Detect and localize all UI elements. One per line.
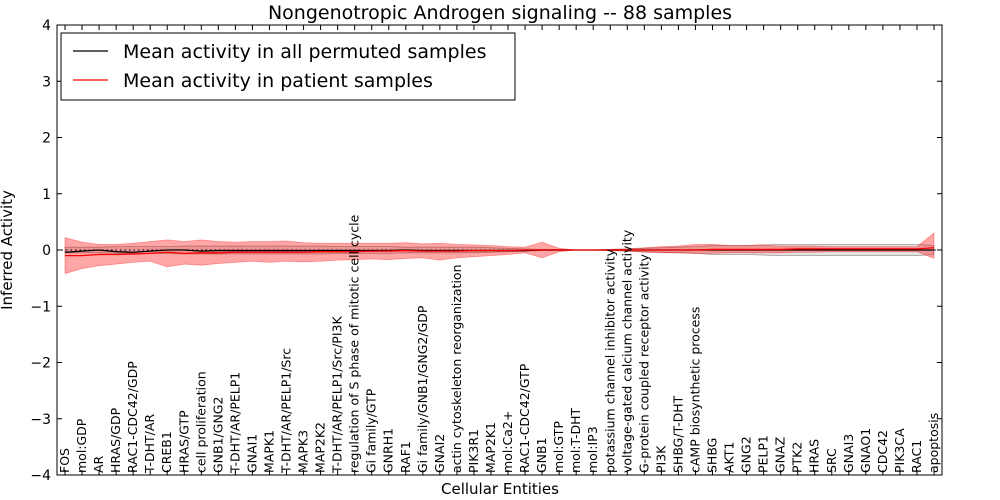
x-tick-label: T-DHT/AR bbox=[142, 414, 157, 474]
x-tick-label: actin cytoskeleton reorganization bbox=[449, 264, 464, 473]
x-tick-label: GNAO1 bbox=[858, 428, 873, 473]
x-tick-label: GNAI1 bbox=[244, 434, 259, 473]
y-tick-label: −4 bbox=[30, 468, 51, 484]
y-tick-label: −1 bbox=[30, 299, 51, 315]
x-tick-label: HRAS/GTP bbox=[176, 410, 191, 473]
y-tick-label: −2 bbox=[30, 356, 51, 372]
x-axis: FOS mol:GDP AR HRAS/GDP RAC1-CDC42/GDP T-DHT/… bbox=[57, 25, 941, 475]
x-tick-label: mol:Ca2+ bbox=[500, 411, 515, 473]
x-tick-label: RAC1 bbox=[909, 440, 924, 473]
x-tick-label: CREB1 bbox=[159, 431, 174, 473]
x-tick-label: MAPK3 bbox=[296, 430, 311, 473]
x-tick-label: apoptosis bbox=[926, 413, 941, 473]
x-tick-label: GNAI3 bbox=[841, 434, 856, 473]
x-tick-label: PELP1 bbox=[756, 435, 771, 473]
legend-box bbox=[60, 32, 516, 101]
y-tick-label: 2 bbox=[42, 131, 51, 147]
x-tick-label: GNAI2 bbox=[432, 434, 447, 473]
x-tick-label: SHBG/T-DHT bbox=[670, 395, 685, 473]
x-tick-label: voltage-gated calcium channel activity bbox=[619, 229, 634, 473]
x-tick-label: GNAZ bbox=[773, 437, 788, 473]
y-tick-label: 3 bbox=[42, 74, 51, 90]
x-axis-label: Cellular Entities bbox=[441, 480, 559, 498]
y-axis: −4 −3 −2 −1 0 1 2 3 4 bbox=[30, 18, 942, 484]
x-tick-label: T-DHT/AR/PELP1 bbox=[227, 372, 242, 474]
x-tick-label: AR bbox=[91, 455, 106, 473]
x-tick-label: SRC bbox=[824, 448, 839, 473]
y-tick-label: 0 bbox=[42, 243, 51, 259]
x-tick-label: AKT1 bbox=[722, 442, 737, 473]
series-line-1 bbox=[65, 247, 935, 257]
y-tick-label: −3 bbox=[30, 412, 51, 428]
y-tick-label: 4 bbox=[42, 18, 51, 34]
legend-label-patient: Mean activity in patient samples bbox=[123, 70, 433, 92]
x-tick-label: PI3K bbox=[653, 445, 668, 473]
x-tick-label: RAC1-CDC42/GDP bbox=[125, 361, 140, 473]
x-tick-label: MAPK1 bbox=[261, 430, 276, 473]
x-tick-label: MAP2K1 bbox=[483, 422, 498, 473]
x-tick-label: HRAS/GDP bbox=[108, 407, 123, 473]
series-lines bbox=[57, 247, 942, 257]
x-tick-label: mol:IP3 bbox=[585, 426, 600, 473]
y-axis-label: Inferred Activity bbox=[0, 190, 16, 310]
x-tick-label: PIK3R1 bbox=[466, 429, 481, 473]
x-tick-label: CDC42 bbox=[875, 430, 890, 473]
x-tick-label: Gi family/GNB1/GNG2/GDP bbox=[415, 305, 430, 473]
x-tick-label: PIK3CA bbox=[892, 428, 907, 473]
chart-title: Nongenotropic Androgen signaling -- 88 s… bbox=[268, 2, 732, 24]
x-tick-label: MAP2K2 bbox=[313, 422, 328, 473]
x-tick-label: cell proliferation bbox=[193, 371, 208, 473]
x-tick-label: regulation of S phase of mitotic cell cy… bbox=[347, 214, 362, 473]
y-tick-label: 1 bbox=[42, 187, 51, 203]
legend: Mean activity in all permuted samples Me… bbox=[60, 32, 516, 101]
x-tick-label: cAMP biosynthetic process bbox=[687, 307, 702, 473]
x-tick-label: PTK2 bbox=[790, 442, 805, 473]
x-tick-label: GNG2 bbox=[739, 436, 754, 473]
x-tick-label: HRAS bbox=[807, 439, 822, 473]
x-tick-label: mol:GTP bbox=[551, 421, 566, 473]
x-tick-label: SHBG bbox=[704, 438, 719, 473]
x-tick-label: potassium channel inhibitor activity bbox=[602, 248, 617, 473]
x-tick-label: GNB1/GNG2 bbox=[210, 397, 225, 473]
x-tick-label: Gi family/GTP bbox=[364, 388, 379, 473]
band-1 bbox=[64, 232, 935, 275]
x-tick-label: GNB1 bbox=[534, 437, 549, 473]
x-tick-label: mol:GDP bbox=[74, 418, 89, 473]
legend-label-permuted: Mean activity in all permuted samples bbox=[123, 41, 486, 63]
x-tick-label: FOS bbox=[57, 448, 72, 473]
x-tick-label: GNRH1 bbox=[381, 428, 396, 473]
x-tick-label: mol:T-DHT bbox=[568, 407, 583, 473]
x-tick-label: RAF1 bbox=[398, 441, 413, 473]
x-tick-label: RAC1-CDC42/GTP bbox=[517, 363, 532, 473]
x-tick-label: G-protein coupled receptor activity bbox=[636, 254, 651, 473]
x-tick-label: T-DHT/AR/PELP1/Src/PI3K bbox=[330, 316, 345, 474]
x-tick-label: T-DHT/AR/PELP1/Src bbox=[279, 348, 294, 474]
